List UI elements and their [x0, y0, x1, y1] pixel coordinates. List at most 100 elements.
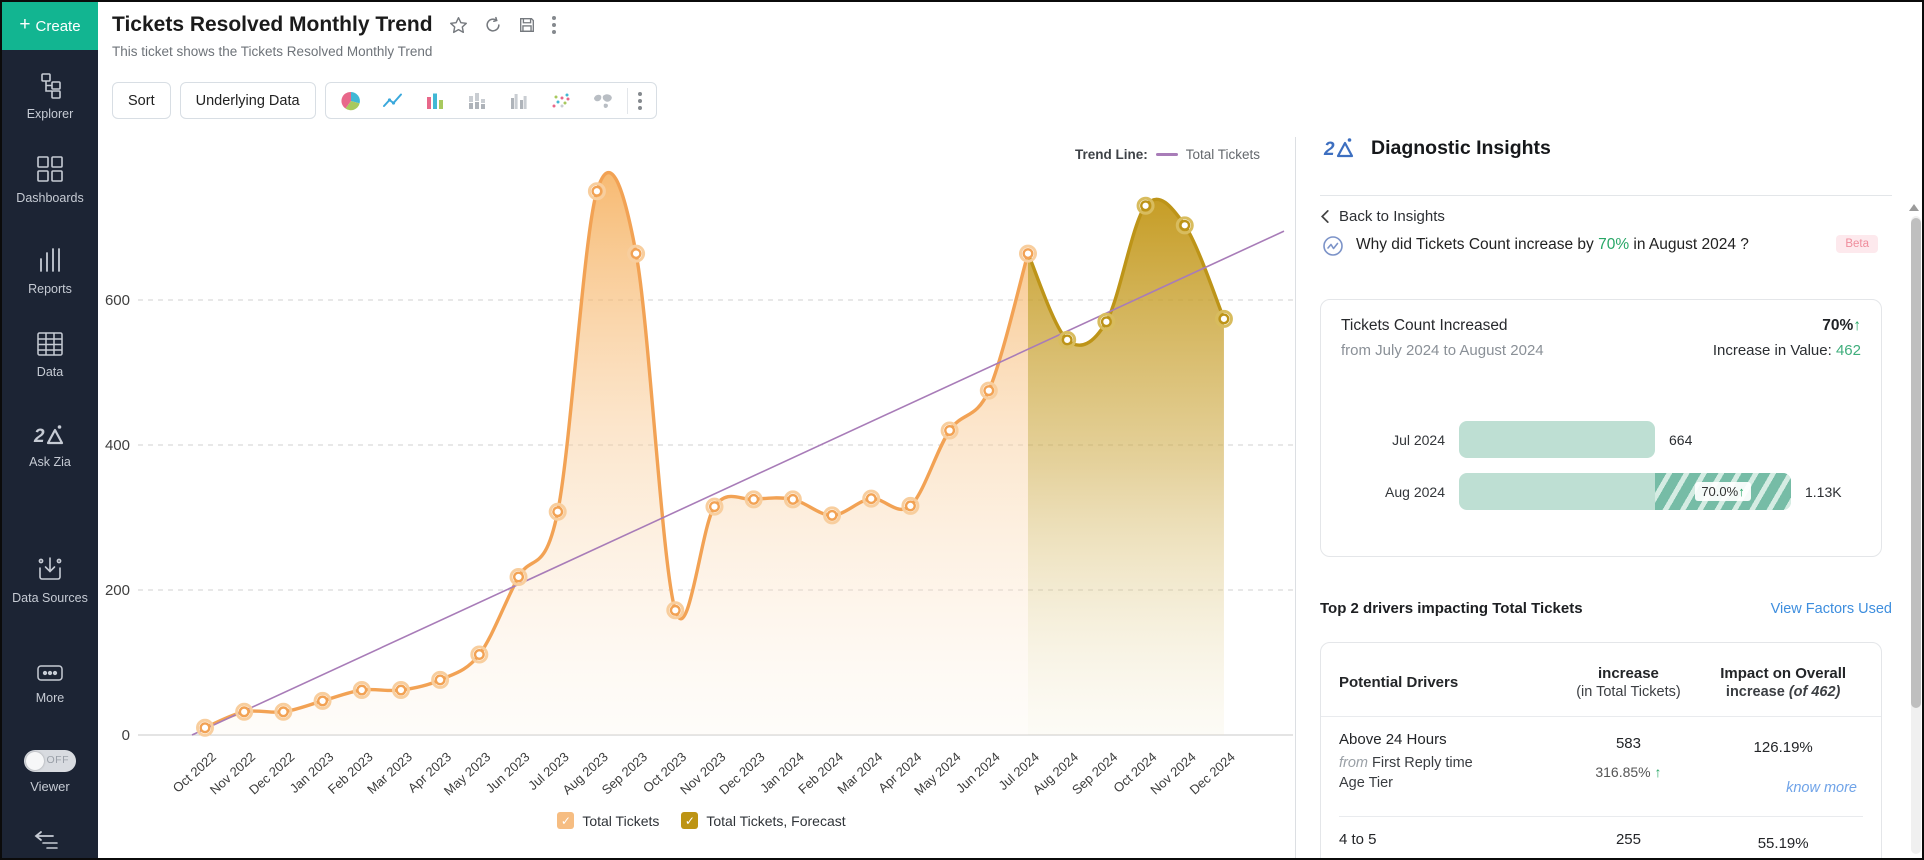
map-chart-icon[interactable] — [582, 86, 624, 116]
title-kebab-menu-icon[interactable] — [551, 16, 556, 34]
pie-chart-icon[interactable] — [330, 86, 372, 116]
data-point-marker[interactable] — [1100, 316, 1112, 328]
page-title: Tickets Resolved Monthly Trend — [112, 13, 433, 36]
grouped-bar-chart-icon[interactable] — [498, 86, 540, 116]
up-arrow-icon: ↑ — [1853, 317, 1861, 334]
sidebar-item-label: Data Sources — [12, 591, 88, 605]
sidebar-collapse-button[interactable] — [2, 824, 98, 856]
question-highlight: 70% — [1598, 236, 1630, 253]
sidebar-item-label: Reports — [28, 282, 72, 296]
viewer-toggle-block: OFF Viewer — [2, 750, 98, 794]
y-axis-label: 0 — [122, 727, 130, 744]
sidebar-item-data-sources[interactable]: Data Sources — [2, 554, 98, 607]
data-point-marker[interactable] — [748, 493, 760, 505]
sidebar-item-explorer[interactable]: Explorer — [2, 72, 98, 123]
back-link-label: Back to Insights — [1339, 208, 1445, 225]
panel-divider — [1295, 137, 1296, 858]
trend-chart[interactable]: 0 200 400 600 Oct 2022 Nov 2022 Dec 2022 Jan 20… — [98, 122, 1305, 858]
create-button[interactable]: + Create — [2, 2, 98, 50]
data-point-halo — [1058, 330, 1077, 349]
data-point-halo — [313, 691, 332, 710]
data-point-marker[interactable] — [395, 684, 407, 696]
comparison-bar-jul: Jul 2024 664 — [1341, 421, 1692, 458]
data-point-marker[interactable] — [904, 500, 916, 512]
data-point-marker[interactable] — [708, 501, 720, 513]
stacked-bar-chart-icon[interactable] — [456, 86, 498, 116]
sidebar-item-label: Data — [36, 365, 64, 379]
driver-name: Above 24 Hours — [1339, 731, 1447, 748]
create-label: Create — [35, 17, 81, 35]
data-point-marker[interactable] — [317, 695, 329, 707]
driver-impact: 126.19% — [1753, 739, 1813, 756]
data-point-halo — [901, 496, 920, 515]
favorite-star-icon[interactable] — [449, 16, 468, 35]
data-point-halo — [744, 490, 763, 509]
data-point-marker[interactable] — [591, 185, 603, 197]
data-point-marker[interactable] — [277, 706, 289, 718]
underlying-data-button[interactable]: Underlying Data — [179, 82, 316, 119]
data-point-marker[interactable] — [238, 706, 250, 718]
data-table-icon — [37, 332, 63, 356]
data-point-halo — [548, 502, 567, 521]
data-point-halo — [1175, 216, 1194, 235]
data-point-halo — [352, 681, 371, 700]
back-to-insights-link[interactable]: Back to Insights — [1320, 208, 1445, 225]
data-point-marker[interactable] — [473, 649, 485, 661]
chart-type-more-icon[interactable] — [626, 87, 652, 114]
viewer-toggle[interactable]: OFF — [24, 750, 76, 772]
data-point-marker[interactable] — [513, 571, 525, 583]
data-point-marker[interactable] — [552, 506, 564, 518]
save-icon[interactable] — [518, 16, 536, 34]
data-point-marker[interactable] — [1218, 313, 1230, 325]
plus-icon: + — [19, 14, 31, 35]
sidebar-item-more[interactable]: More — [2, 662, 98, 707]
sidebar-item-data[interactable]: Data — [2, 330, 98, 381]
driver-row-2: 4 to 5 255 55.19% — [1321, 817, 1881, 852]
data-point-marker[interactable] — [356, 684, 368, 696]
data-point-marker[interactable] — [669, 604, 681, 616]
line-chart-icon[interactable] — [372, 86, 414, 116]
data-point-marker[interactable] — [1179, 219, 1191, 231]
sidebar-item-ask-zia[interactable]: 2 Ask Zia — [2, 422, 98, 471]
data-point-marker[interactable] — [944, 425, 956, 437]
question-text: Why did Tickets Count increase by 70% in… — [1356, 236, 1749, 253]
data-point-marker[interactable] — [826, 509, 838, 521]
drivers-table: Potential Drivers increase (in Total Tic… — [1320, 642, 1882, 858]
x-axis-label: Jun 2024 — [953, 749, 1003, 796]
panel-scrollbar-thumb[interactable] — [1911, 218, 1921, 708]
bar-chart-icon[interactable] — [414, 86, 456, 116]
viewer-label: Viewer — [30, 779, 70, 794]
refresh-icon[interactable] — [484, 16, 502, 34]
data-point-marker[interactable] — [199, 722, 211, 734]
data-point-marker[interactable] — [865, 493, 877, 505]
legend-checkbox[interactable]: ✓ — [557, 812, 575, 829]
data-point-marker[interactable] — [630, 248, 642, 260]
view-factors-used-link[interactable]: View Factors Used — [1770, 600, 1892, 617]
data-point-halo — [1018, 244, 1037, 263]
sort-button[interactable]: Sort — [112, 82, 171, 119]
legend-checkbox[interactable]: ✓ — [681, 812, 699, 829]
sidebar-item-dashboards[interactable]: Dashboards — [2, 154, 98, 207]
data-point-marker[interactable] — [434, 674, 446, 686]
driver-name: 4 to 5 — [1339, 831, 1377, 848]
bar-value: 1.13K — [1805, 483, 1842, 500]
scroll-up-arrow[interactable] — [1909, 204, 1919, 211]
legend-item[interactable]: ✓ Total Tickets — [557, 812, 659, 829]
legend-item[interactable]: ✓ Total Tickets, Forecast — [681, 812, 846, 829]
data-point-halo — [509, 567, 528, 586]
data-point-marker[interactable] — [1140, 200, 1152, 212]
scatter-chart-icon[interactable] — [540, 86, 582, 116]
insight-wave-icon — [1323, 236, 1343, 256]
know-more-link[interactable]: know more — [1786, 780, 1857, 796]
data-point-marker[interactable] — [787, 493, 799, 505]
panel-header-divider — [1320, 195, 1892, 196]
page-subtitle: This ticket shows the Tickets Resolved M… — [112, 44, 433, 59]
data-point-marker[interactable] — [983, 385, 995, 397]
data-point-marker[interactable] — [1022, 248, 1034, 260]
increase-value: 462 — [1835, 342, 1861, 359]
sidebar-item-reports[interactable]: Reports — [2, 245, 98, 298]
data-point-marker[interactable] — [1061, 334, 1073, 346]
data-sources-import-icon — [38, 557, 62, 580]
trend-line-series: Total Tickets — [1185, 147, 1260, 162]
